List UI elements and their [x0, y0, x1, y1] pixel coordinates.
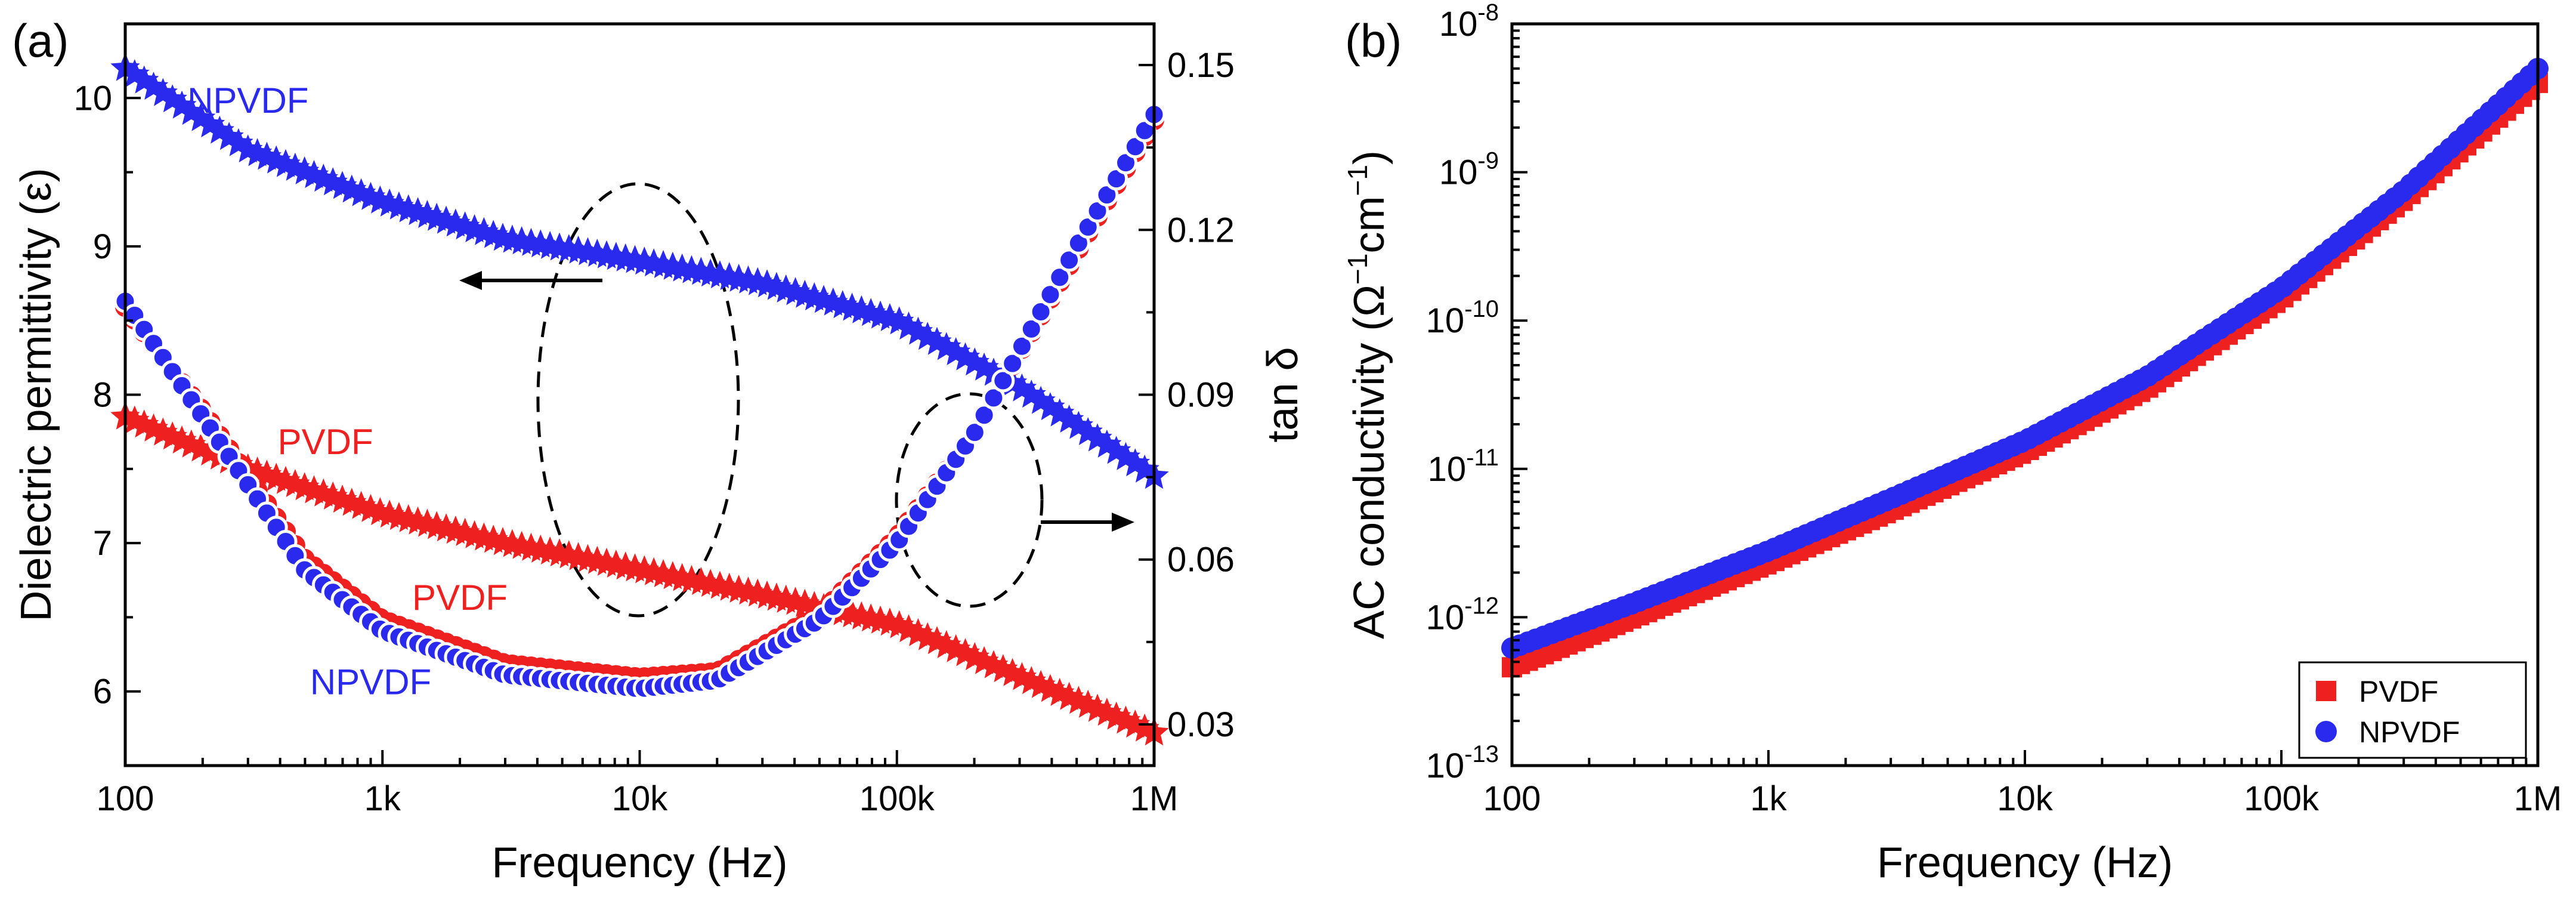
y-tick-base: 10 — [1428, 450, 1467, 489]
y-axis-title-end: ) — [1346, 150, 1393, 165]
left-axis-arrowhead — [459, 271, 482, 290]
panel-b-label: (b) — [1345, 14, 1402, 67]
series-npvdf-permittivity — [110, 53, 1169, 489]
y-right-tick-label: 0.06 — [1167, 541, 1235, 579]
x-tick-label: 100 — [97, 779, 154, 818]
series-label: NPVDF — [187, 81, 308, 121]
y-left-tick-label: 8 — [93, 376, 112, 415]
legend-marker — [2315, 721, 2337, 742]
y-tick-base: 10 — [1426, 746, 1465, 785]
y-axis-title-unit: cm — [1346, 196, 1393, 254]
x-tick-label: 10k — [612, 779, 669, 818]
panel-a-annotations — [459, 182, 1134, 618]
x-tick-label: 100k — [859, 779, 935, 818]
legend-box — [2298, 661, 2527, 759]
series-npvdf-conductivity — [1501, 57, 2549, 659]
y-left-tick-label: 10 — [73, 79, 112, 118]
data-point — [1010, 334, 1034, 358]
panel-a: (a) 100 1k 10k 100k 1M 6 7 8 9 10 0.03 0.06 0.09 0.12… — [12, 14, 1307, 887]
y-right-tick-label: 0.12 — [1167, 211, 1235, 249]
series-label: PVDF — [278, 422, 373, 462]
data-point — [972, 403, 996, 427]
y-tick-exponent: -13 — [1464, 741, 1499, 767]
y-tick-base: 10 — [1426, 598, 1465, 637]
x-tick-label: 1M — [2514, 779, 2562, 818]
legend-label: NPVDF — [2359, 715, 2460, 749]
y-tick-exponent: -9 — [1477, 148, 1499, 174]
panel-b: (b) 100 1k 10k 100k 1M10-1310-1210-1110-1010… — [1342, 0, 2562, 887]
panel-b-series — [1501, 57, 2549, 678]
left-axis-group-ellipse — [536, 182, 740, 618]
series-label: NPVDF — [310, 662, 431, 702]
y-tick-exponent: -12 — [1464, 593, 1499, 619]
y-axis-title-sup: −1 — [1342, 253, 1373, 284]
y-tick-label: 10-13 — [1426, 741, 1499, 785]
series-pvdf-tan-delta — [115, 110, 1164, 688]
panel-b-axes: 100 1k 10k 100k 1M10-1310-1210-1110-1010-910… — [1342, 0, 2562, 887]
y-tick-label: 10-9 — [1439, 148, 1499, 192]
data-point — [1038, 283, 1062, 307]
y-tick-base: 10 — [1439, 5, 1478, 44]
y-tick-label: 10-8 — [1439, 0, 1499, 44]
y-axis-title: AC conductivity (Ω−1cm−1) — [1342, 150, 1393, 639]
y-right-axis-title: tan δ — [1259, 347, 1307, 442]
data-point — [1019, 317, 1043, 341]
y-left-tick-label: 6 — [93, 672, 112, 711]
panel-a-axes: 100 1k 10k 100k 1M 6 7 8 9 10 0.03 0.06 0.09 0.12 0.15… — [13, 22, 1307, 887]
series-npvdf-tan-delta — [113, 103, 1166, 700]
y-tick-exponent: -10 — [1464, 296, 1499, 322]
series-pvdf-permittivity — [110, 401, 1169, 746]
y-tick-exponent: -8 — [1477, 0, 1499, 26]
x-tick-label: 1M — [1130, 779, 1179, 818]
y-right-tick-label: 0.15 — [1167, 46, 1235, 85]
panel-b-legend: PVDF NPVDF — [2298, 661, 2527, 759]
data-point — [1029, 300, 1053, 324]
y-tick-label: 10-11 — [1428, 445, 1499, 489]
legend-marker — [2316, 681, 2336, 701]
y-tick-label: 10-10 — [1426, 296, 1499, 340]
x-tick-label: 1k — [1750, 779, 1787, 818]
data-point — [982, 386, 1006, 410]
right-axis-group-ellipse — [895, 392, 1044, 608]
y-left-axis-title: Dielectric permittivity (ε) — [13, 168, 60, 621]
x-tick-label: 10k — [1997, 779, 2054, 818]
series-label: PVDF — [412, 578, 508, 618]
x-axis-title: Frequency (Hz) — [1877, 839, 2173, 887]
panel-a-series-labels: NPVDF PVDF PVDF NPVDF — [187, 81, 508, 702]
data-point — [1048, 266, 1072, 289]
data-point — [1001, 351, 1025, 375]
y-axis-title-sup: −1 — [1342, 165, 1373, 196]
y-axis-title-main: AC conductivity (Ω — [1346, 285, 1393, 639]
x-tick-label: 100 — [1483, 779, 1541, 818]
y-tick-exponent: -11 — [1466, 445, 1499, 471]
panel-b-frame — [1510, 22, 2540, 767]
y-left-tick-label: 7 — [93, 524, 112, 563]
y-right-tick-label: 0.09 — [1167, 376, 1235, 415]
x-tick-label: 1k — [364, 779, 401, 818]
right-axis-arrowhead — [1112, 513, 1134, 532]
x-axis-title: Frequency (Hz) — [491, 839, 787, 887]
legend-label: PVDF — [2359, 675, 2438, 708]
x-tick-label: 100k — [2244, 779, 2320, 818]
data-point — [1057, 248, 1081, 272]
data-point — [963, 421, 987, 445]
panel-a-series — [110, 53, 1169, 746]
panel-a-label: (a) — [12, 14, 69, 67]
y-tick-label: 10-12 — [1426, 593, 1499, 637]
y-right-tick-label: 0.03 — [1167, 705, 1235, 744]
y-left-tick-label: 9 — [93, 227, 112, 266]
data-point — [991, 369, 1015, 393]
y-tick-base: 10 — [1426, 301, 1465, 340]
y-tick-base: 10 — [1439, 153, 1478, 192]
